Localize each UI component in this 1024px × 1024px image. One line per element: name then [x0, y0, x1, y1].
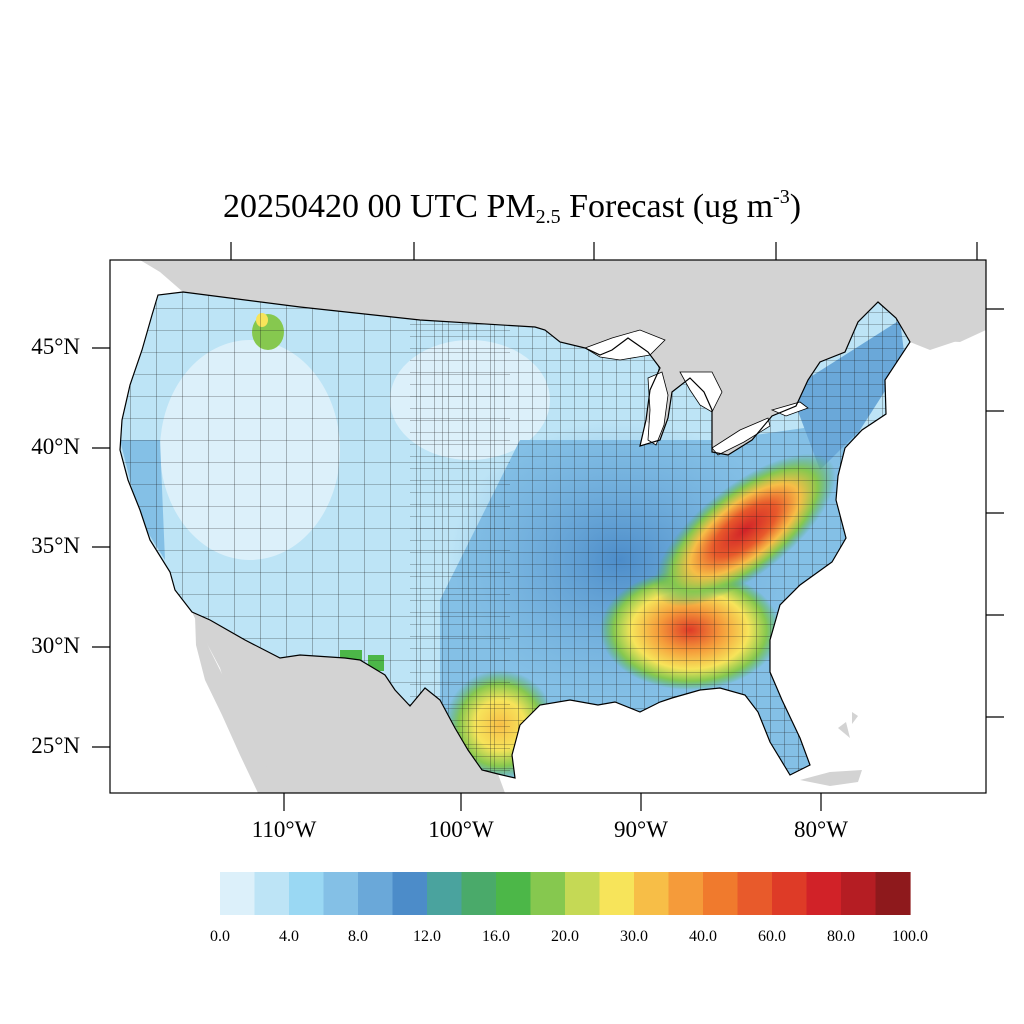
lon-label-80w: 80°W — [794, 817, 848, 842]
title-end: ) — [789, 188, 802, 225]
lat-label-25: 25°N — [31, 733, 80, 758]
colorbar-label: 12.0 — [413, 928, 441, 945]
title-superscript: -3 — [773, 186, 790, 208]
colorbar-swatch — [496, 872, 532, 915]
colorbar-label: 30.0 — [620, 928, 648, 945]
lon-label-110w: 110°W — [251, 817, 317, 842]
map-body — [119, 260, 986, 793]
left-ticks — [92, 347, 110, 748]
nova-scotia — [918, 292, 986, 342]
colorbar-swatch — [392, 872, 428, 915]
colorbar-swatch — [703, 872, 739, 915]
colorbar-swatch — [841, 872, 877, 915]
map-title: 20250420 00 UTC PM2.5 Forecast (ug m-3) — [0, 186, 1024, 229]
colorbar-swatch — [530, 872, 566, 915]
colorbar-swatch — [565, 872, 601, 915]
colorbar-swatch — [599, 872, 635, 915]
lat-label-45: 45°N — [31, 334, 80, 359]
colorbar-swatch — [427, 872, 463, 915]
lat-label-35: 35°N — [31, 533, 80, 558]
map-frame — [109, 259, 987, 794]
colorbar-label: 0.0 — [210, 928, 230, 945]
title-subscript: 2.5 — [535, 206, 561, 228]
colorbar-swatch — [289, 872, 325, 915]
colorbar-label: 100.0 — [892, 928, 928, 945]
mexico-landmass — [192, 612, 505, 793]
title-middle: Forecast (ug m — [560, 188, 774, 225]
colorbar-swatch — [323, 872, 359, 915]
colorbar-label: 80.0 — [827, 928, 855, 945]
right-ticks — [986, 308, 1004, 718]
colorbar-label: 16.0 — [482, 928, 510, 945]
lon-label-90w: 90°W — [614, 817, 668, 842]
title-main: 20250420 00 UTC PM — [222, 188, 536, 225]
lat-label-30: 30°N — [31, 633, 80, 658]
colorbar — [220, 872, 911, 915]
colorbar-swatch — [461, 872, 497, 915]
cuba-island — [800, 770, 862, 786]
colorbar-label: 40.0 — [689, 928, 717, 945]
lon-label-100w: 100°W — [428, 817, 494, 842]
colorbar-swatch — [254, 872, 290, 915]
lake-michigan — [647, 371, 669, 446]
colorbar-label: 4.0 — [279, 928, 299, 945]
colorbar-label: 8.0 — [348, 928, 368, 945]
bottom-ticks — [283, 793, 822, 811]
canada-landmass — [140, 260, 986, 455]
colorbar-label: 20.0 — [551, 928, 579, 945]
colorbar-swatch — [634, 872, 670, 915]
colorbar-label: 60.0 — [758, 928, 786, 945]
lake-erie — [711, 417, 771, 456]
baja-peninsula — [195, 616, 272, 793]
colorbar-swatch — [737, 872, 773, 915]
colorbar-swatch — [220, 872, 256, 915]
colorbar-swatch — [875, 872, 911, 915]
colorbar-swatch — [806, 872, 842, 915]
colorbar-swatch — [772, 872, 808, 915]
top-ticks — [230, 242, 978, 260]
colorbar-swatch — [668, 872, 704, 915]
bahamas-islands — [838, 712, 858, 738]
colorbar-swatch — [358, 872, 394, 915]
lat-label-40: 40°N — [31, 434, 80, 459]
